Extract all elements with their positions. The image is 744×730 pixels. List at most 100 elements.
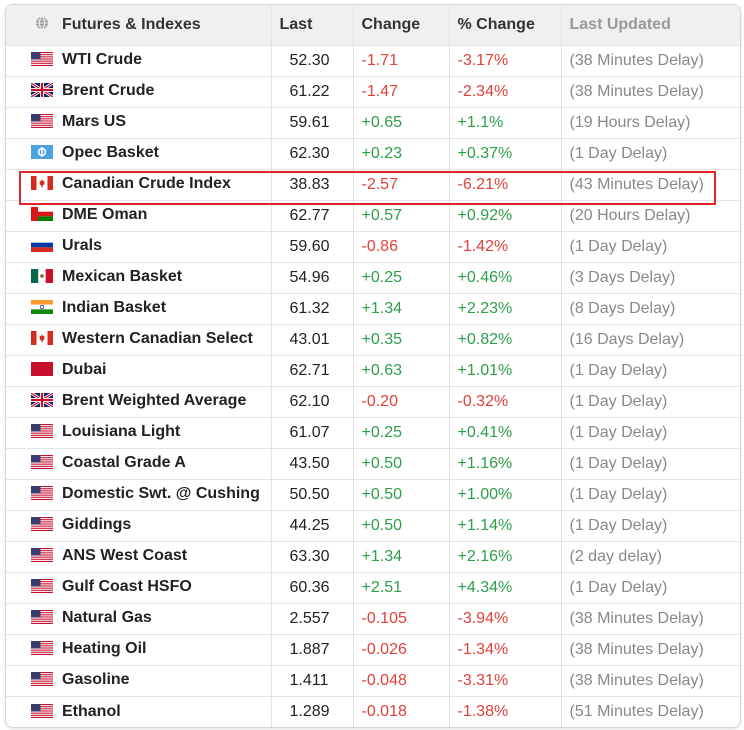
commodity-name-cell[interactable]: DME Oman: [6, 199, 272, 231]
commodity-name-cell[interactable]: Heating Oil: [6, 633, 272, 665]
table-row[interactable]: Mexican Basket 54.96 +0.25 +0.46% (3 Day…: [6, 261, 740, 293]
pct-change-cell: -1.34%: [449, 633, 562, 665]
globe-icon: [36, 16, 48, 30]
change-cell: +0.23: [353, 137, 450, 169]
table-row[interactable]: Western Canadian Select 43.01 +0.35 +0.8…: [6, 323, 740, 355]
commodity-name[interactable]: Brent Crude: [62, 82, 155, 100]
table-row[interactable]: ANS West Coast 63.30 +1.34 +2.16% (2 day…: [6, 540, 740, 572]
pct-change-cell: +1.14%: [449, 509, 562, 541]
commodity-name[interactable]: Indian Basket: [62, 299, 167, 317]
mexico-flag-icon: [31, 269, 53, 284]
table-row[interactable]: Indian Basket 61.32 +1.34 +2.23% (8 Days…: [6, 292, 740, 324]
commodity-name[interactable]: Ethanol: [62, 702, 121, 720]
commodity-name-cell[interactable]: Natural Gas: [6, 602, 272, 634]
table-row[interactable]: Dubai 62.71 +0.63 +1.01% (1 Day Delay): [6, 354, 740, 386]
table-row[interactable]: Brent Weighted Average 62.10 -0.20 -0.32…: [6, 385, 740, 417]
us-flag-icon: [31, 579, 53, 594]
pct-change-cell: -3.31%: [449, 664, 562, 696]
header-pct-change[interactable]: % Change: [449, 5, 562, 45]
last-updated-cell: (16 Days Delay): [561, 323, 740, 355]
commodity-name-cell[interactable]: Coastal Grade A: [6, 447, 272, 479]
last-updated-cell: (1 Day Delay): [561, 478, 740, 510]
last-price-cell: 50.50: [271, 478, 354, 510]
us-flag-icon: [31, 52, 53, 67]
commodity-name-cell[interactable]: ANS West Coast: [6, 540, 272, 572]
header-last[interactable]: Last: [271, 5, 354, 45]
table-row[interactable]: Opec Basket 62.30 +0.23 +0.37% (1 Day De…: [6, 137, 740, 169]
commodity-name-cell[interactable]: Mexican Basket: [6, 261, 272, 293]
change-cell: +2.51: [353, 571, 450, 603]
table-row[interactable]: Urals 59.60 -0.86 -1.42% (1 Day Delay): [6, 230, 740, 262]
table-row[interactable]: Natural Gas 2.557 -0.105 -3.94% (38 Minu…: [6, 602, 740, 634]
change-cell: -1.47: [353, 75, 450, 107]
last-updated-cell: (19 Hours Delay): [561, 106, 740, 138]
commodity-name-cell[interactable]: Urals: [6, 230, 272, 262]
commodity-name-cell[interactable]: Mars US: [6, 106, 272, 138]
commodity-name-cell[interactable]: Dubai: [6, 354, 272, 386]
table-row[interactable]: Gasoline 1.411 -0.048 -3.31% (38 Minutes…: [6, 664, 740, 696]
commodity-name[interactable]: Gulf Coast HSFO: [62, 578, 192, 596]
commodity-name[interactable]: Opec Basket: [62, 144, 159, 162]
commodity-name-cell[interactable]: Brent Weighted Average: [6, 385, 272, 417]
table-row[interactable]: Mars US 59.61 +0.65 +1.1% (19 Hours Dela…: [6, 106, 740, 138]
commodity-name-cell[interactable]: Indian Basket: [6, 292, 272, 324]
table-row[interactable]: Heating Oil 1.887 -0.026 -1.34% (38 Minu…: [6, 633, 740, 665]
commodity-name-cell[interactable]: Giddings: [6, 509, 272, 541]
commodity-name-cell[interactable]: Western Canadian Select: [6, 323, 272, 355]
commodity-name-cell[interactable]: Ethanol: [6, 695, 272, 727]
commodity-name-cell[interactable]: Gulf Coast HSFO: [6, 571, 272, 603]
commodity-name[interactable]: Canadian Crude Index: [62, 175, 231, 193]
change-cell: -0.026: [353, 633, 450, 665]
commodity-name[interactable]: ANS West Coast: [62, 547, 188, 565]
commodity-name[interactable]: Brent Weighted Average: [62, 392, 247, 410]
commodity-name[interactable]: Dubai: [62, 361, 107, 379]
table-row[interactable]: Gulf Coast HSFO 60.36 +2.51 +4.34% (1 Da…: [6, 571, 740, 603]
commodity-name[interactable]: Gasoline: [62, 671, 130, 689]
commodity-name[interactable]: Mars US: [62, 113, 127, 131]
commodity-name[interactable]: DME Oman: [62, 206, 148, 224]
last-updated-cell: (1 Day Delay): [561, 416, 740, 448]
table-row[interactable]: Brent Crude 61.22 -1.47 -2.34% (38 Minut…: [6, 75, 740, 107]
last-price-cell: 61.32: [271, 292, 354, 324]
commodity-name-cell[interactable]: Louisiana Light: [6, 416, 272, 448]
commodity-name[interactable]: Urals: [62, 237, 103, 255]
pct-change-cell: +0.92%: [449, 199, 562, 231]
commodity-name-cell[interactable]: Brent Crude: [6, 75, 272, 107]
oman-flag-icon: [31, 207, 53, 222]
table-row[interactable]: Ethanol 1.289 -0.018 -1.38% (51 Minutes …: [6, 695, 740, 727]
commodity-name[interactable]: Heating Oil: [62, 640, 147, 658]
commodity-name[interactable]: Giddings: [62, 516, 132, 534]
commodity-name-cell[interactable]: Opec Basket: [6, 137, 272, 169]
table-row[interactable]: Giddings 44.25 +0.50 +1.14% (1 Day Delay…: [6, 509, 740, 541]
commodity-name-cell[interactable]: Domestic Swt. @ Cushing: [6, 478, 272, 510]
commodity-name[interactable]: Natural Gas: [62, 609, 152, 627]
pct-change-cell: +0.37%: [449, 137, 562, 169]
header-change[interactable]: Change: [353, 5, 450, 45]
commodity-name-cell[interactable]: Canadian Crude Index: [6, 168, 272, 200]
table-row[interactable]: Louisiana Light 61.07 +0.25 +0.41% (1 Da…: [6, 416, 740, 448]
table-row[interactable]: Coastal Grade A 43.50 +0.50 +1.16% (1 Da…: [6, 447, 740, 479]
table-row[interactable]: DME Oman 62.77 +0.57 +0.92% (20 Hours De…: [6, 199, 740, 231]
pct-change-cell: -1.42%: [449, 230, 562, 262]
russia-flag-icon: [31, 238, 53, 253]
last-updated-cell: (3 Days Delay): [561, 261, 740, 293]
commodity-name[interactable]: Coastal Grade A: [62, 454, 186, 472]
table-row[interactable]: WTI Crude 52.30 -1.71 -3.17% (38 Minutes…: [6, 44, 740, 76]
commodity-name[interactable]: Louisiana Light: [62, 423, 181, 441]
last-price-cell: 59.61: [271, 106, 354, 138]
header-last-updated[interactable]: Last Updated: [569, 15, 671, 33]
pct-change-cell: -2.34%: [449, 75, 562, 107]
commodity-name-cell[interactable]: WTI Crude: [6, 44, 272, 76]
last-price-cell: 62.77: [271, 199, 354, 231]
last-price-cell: 38.83: [271, 168, 354, 200]
commodity-name-cell[interactable]: Gasoline: [6, 664, 272, 696]
last-updated-cell: (2 day delay): [561, 540, 740, 572]
table-row[interactable]: Canadian Crude Index 38.83 -2.57 -6.21% …: [6, 168, 740, 200]
commodity-name[interactable]: Mexican Basket: [62, 268, 183, 286]
commodity-name[interactable]: Western Canadian Select: [62, 330, 253, 348]
commodity-name[interactable]: Domestic Swt. @ Cushing: [62, 485, 260, 503]
header-name[interactable]: Futures & Indexes: [6, 5, 272, 45]
commodity-name[interactable]: WTI Crude: [62, 51, 142, 69]
last-price-cell: 62.71: [271, 354, 354, 386]
table-row[interactable]: Domestic Swt. @ Cushing 50.50 +0.50 +1.0…: [6, 478, 740, 510]
